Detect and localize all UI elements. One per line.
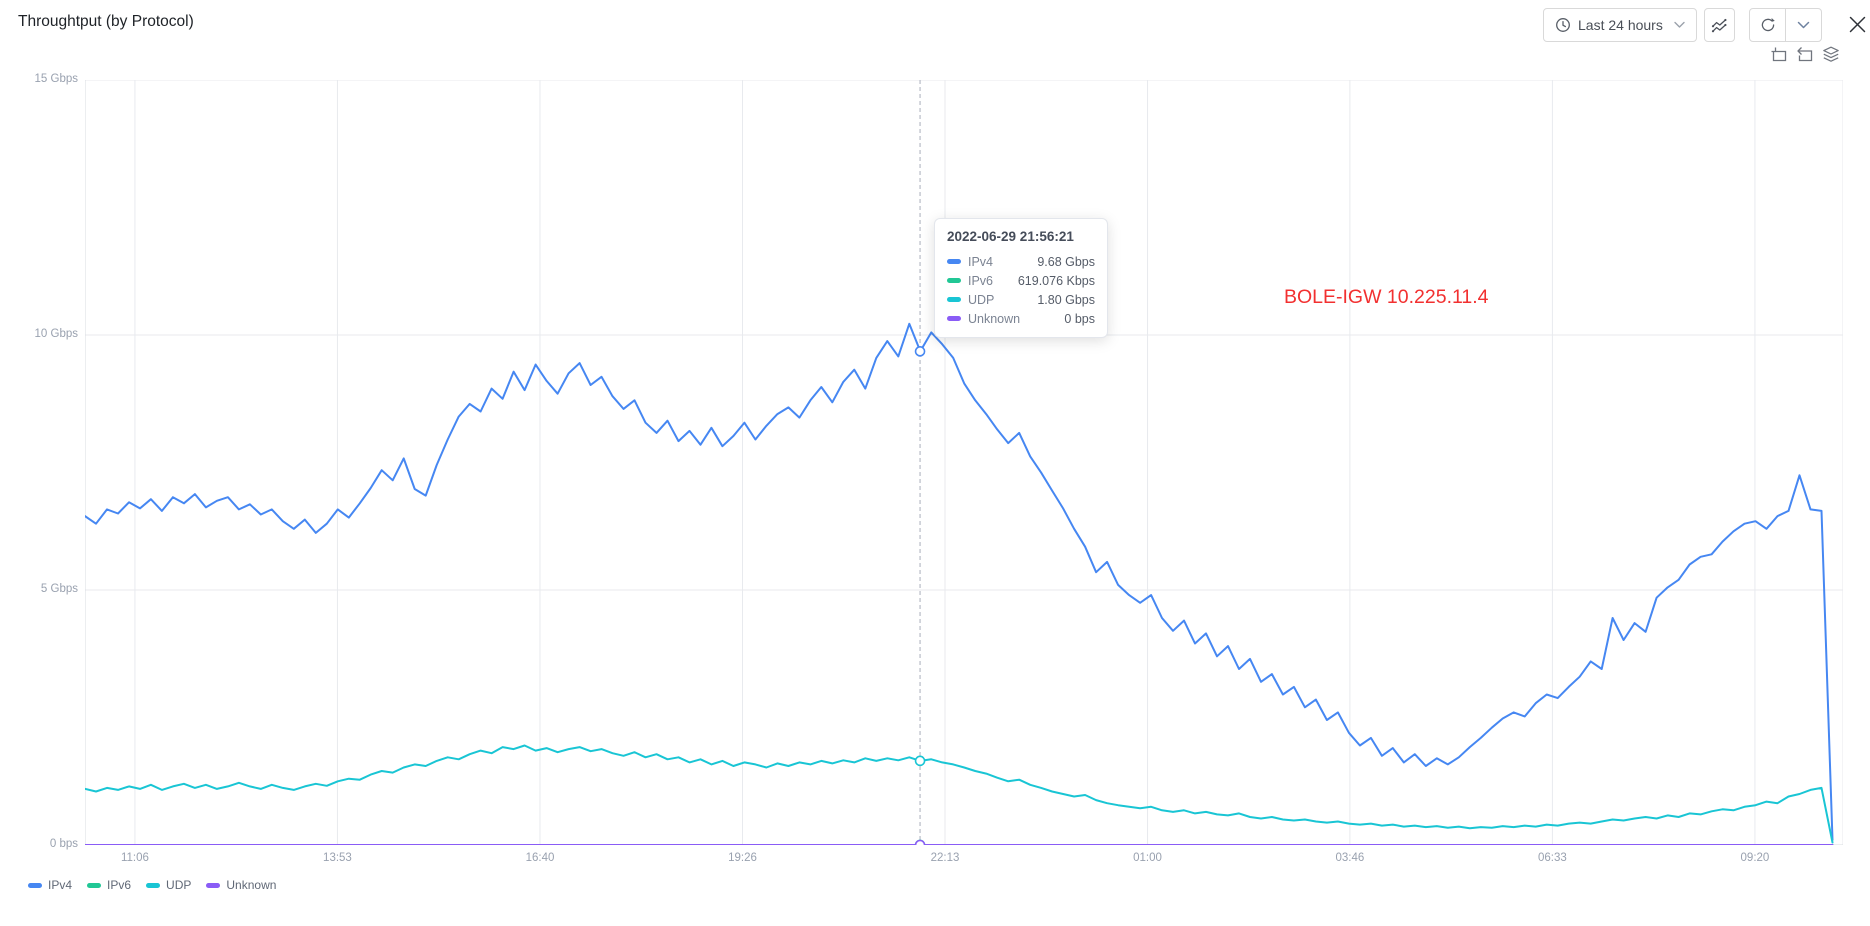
data-zoom-icon[interactable]	[1770, 46, 1787, 63]
clock-icon	[1555, 17, 1571, 33]
cursor-marker-unknown	[914, 839, 926, 845]
x-axis-label: 16:40	[525, 852, 555, 864]
chart-toolbox	[1770, 46, 1839, 63]
y-axis-label: 5 Gbps	[40, 583, 78, 595]
series-line-ipv4	[85, 322, 1834, 841]
tooltip-series-value: 9.68 Gbps	[1037, 254, 1095, 269]
x-axis-label: 13:53	[323, 852, 352, 864]
refresh-icon	[1760, 17, 1776, 33]
legend-label: Unknown	[226, 878, 277, 892]
tooltip-row: UDP 1.80 Gbps	[947, 290, 1095, 309]
legend-marker-icon	[206, 882, 221, 888]
x-axis-label: 01:00	[1133, 852, 1162, 864]
x-axis-label: 11:06	[120, 852, 149, 864]
time-range-dropdown[interactable]: Last 24 hours	[1543, 8, 1697, 42]
series-marker-icon	[947, 297, 961, 302]
refresh-button[interactable]	[1750, 9, 1785, 41]
tooltip-series-value: 1.80 Gbps	[1037, 292, 1095, 307]
x-axis-label: 19:26	[728, 852, 757, 864]
zoom-restore-icon[interactable]	[1796, 46, 1813, 63]
tooltip-timestamp: 2022-06-29 21:56:21	[947, 229, 1074, 244]
chevron-down-icon	[1674, 21, 1685, 29]
analyze-button[interactable]	[1704, 8, 1735, 42]
tooltip-series-name: IPv6	[968, 273, 994, 288]
y-axis-label: 0 bps	[49, 838, 78, 850]
tooltip-series-value: 0 bps	[1064, 311, 1095, 326]
y-axis-label: 10 Gbps	[34, 328, 78, 340]
legend-item-udp[interactable]: UDP	[146, 878, 191, 892]
legend-marker-icon	[87, 882, 102, 888]
chart-annotation: BOLE-IGW 10.225.11.4	[1284, 286, 1489, 308]
chart-plot-area[interactable]	[85, 80, 1843, 845]
legend-label: IPv6	[107, 878, 132, 892]
x-axis-label: 22:13	[930, 852, 960, 864]
legend-label: UDP	[166, 878, 192, 892]
tooltip-row: Unknown 0 bps	[947, 309, 1095, 328]
legend-marker-icon	[28, 882, 42, 888]
y-axis-label: 15 Gbps	[34, 73, 78, 85]
refresh-split-button	[1749, 8, 1822, 42]
cursor-marker-udp	[914, 755, 926, 767]
legend-item-ipv4[interactable]: IPv4	[28, 878, 72, 892]
cursor-marker-ipv4	[914, 346, 926, 357]
legend-item-ipv6[interactable]: IPv6	[87, 878, 131, 892]
legend-marker-icon	[146, 882, 161, 888]
chevron-down-icon	[1797, 21, 1810, 30]
series-line-udp	[85, 744, 1834, 844]
x-axis-label: 09:20	[1740, 852, 1770, 864]
series-marker-icon	[947, 316, 961, 321]
tooltip-series-value: 619.076 Kbps	[1017, 273, 1095, 288]
close-icon	[1848, 15, 1867, 34]
x-axis-label: 06:33	[1538, 852, 1567, 864]
chart-tooltip: 2022-06-29 21:56:21 IPv4 9.68 Gbps IPv6 619…	[934, 218, 1108, 338]
tooltip-series-name: IPv4	[968, 254, 994, 269]
time-range-label: Last 24 hours	[1578, 17, 1663, 33]
tooltip-series-name: UDP	[968, 292, 995, 307]
page-title: Throughtput (by Protocol)	[18, 13, 194, 30]
series-marker-icon	[947, 278, 961, 283]
layers-icon[interactable]	[1822, 46, 1839, 63]
legend-label: IPv4	[48, 878, 73, 892]
x-axis-label: 03:46	[1335, 852, 1365, 864]
trend-lines-icon	[1711, 17, 1728, 34]
chart-legend: IPv4 IPv6 UDP Unknown	[28, 878, 276, 892]
series-marker-icon	[947, 259, 961, 264]
tooltip-row: IPv6 619.076 Kbps	[947, 271, 1095, 290]
close-button[interactable]	[1845, 12, 1869, 36]
tooltip-row: IPv4 9.68 Gbps	[947, 252, 1095, 271]
legend-item-unknown[interactable]: Unknown	[206, 878, 276, 892]
refresh-interval-button[interactable]	[1785, 9, 1821, 41]
tooltip-series-name: Unknown	[968, 311, 1021, 326]
